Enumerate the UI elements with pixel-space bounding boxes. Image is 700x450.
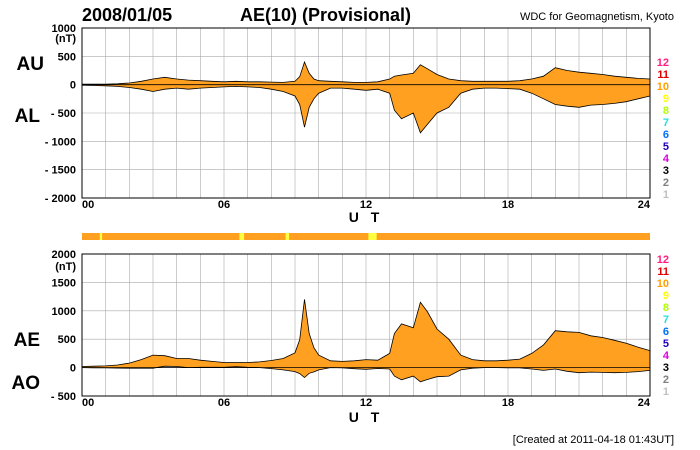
ae-ao-grid	[81, 253, 651, 397]
au-al-x-ticks: 00 06 12 18 24	[82, 199, 651, 211]
station-count-label: 11	[657, 69, 669, 81]
x-tick-label: 18	[502, 397, 514, 409]
status-bar-background	[82, 233, 650, 240]
au-al-x-axis-label: U T	[349, 209, 384, 225]
au-al-axes	[81, 27, 651, 199]
x-tick-label: 24	[638, 397, 651, 409]
station-count-label: 12	[657, 57, 669, 69]
x-tick-label: 00	[82, 397, 94, 409]
series-line-ae	[81, 299, 651, 367]
ae-ao-axes	[81, 253, 651, 397]
plot-frame	[81, 253, 651, 397]
filled-range-area	[82, 299, 650, 382]
chart-title: AE(10) (Provisional)	[240, 5, 411, 25]
status-bar-highlights	[99, 233, 377, 240]
y-tick-label: - 500	[51, 391, 76, 403]
x-tick-label: 00	[82, 199, 94, 211]
station-count-label: 8	[663, 302, 669, 314]
series-line-au	[82, 60, 651, 85]
station-count-label: 1	[663, 386, 669, 398]
ae-label: AE	[14, 330, 40, 351]
station-count-label: 10	[657, 81, 669, 93]
station-count-label: 2	[663, 177, 669, 189]
au-al-y-ticks: 1000 500 0 - 500 - 1000 - 1500 - 2000	[45, 23, 76, 205]
x-tick-label: 12	[360, 199, 372, 211]
al-label: AL	[15, 106, 41, 127]
x-tick-label: 24	[638, 199, 651, 211]
y-tick-label: - 2000	[45, 193, 76, 205]
station-count-label: 7	[663, 117, 669, 129]
station-count-label: 3	[663, 165, 669, 177]
ae-ao-x-ticks: 00 06 12 18 24	[82, 397, 651, 409]
station-count-label: 10	[657, 278, 669, 290]
y-tick-label: 1000	[52, 23, 76, 35]
ae-ao-unit: (nT)	[55, 261, 76, 273]
x-tick-label: 18	[502, 199, 514, 211]
plot-frame	[81, 27, 651, 199]
y-tick-label: 0	[70, 80, 76, 92]
y-tick-label: - 1000	[45, 136, 76, 148]
station-count-label: 1	[663, 189, 669, 201]
ae-ao-x-axis-label: U T	[349, 409, 384, 425]
data-status-bar	[82, 233, 650, 240]
status-highlight	[368, 233, 377, 240]
station-count-label: 3	[663, 362, 669, 374]
y-tick-label: 1500	[52, 277, 76, 289]
station-count-label: 8	[663, 105, 669, 117]
au-al-area	[81, 60, 651, 134]
series-line-al	[81, 84, 651, 134]
ao-label: AO	[12, 373, 41, 394]
y-tick-label: 1000	[52, 306, 76, 318]
ae-ao-panel: 2000 1500 1000 500 0 - 500 00 06 12 18 24 AE AO (…	[12, 249, 651, 425]
au-al-grid	[81, 27, 651, 199]
au-label: AU	[17, 54, 44, 75]
y-tick-label: 500	[58, 334, 76, 346]
x-tick-label: 06	[218, 199, 230, 211]
station-count-label: 2	[663, 374, 669, 386]
station-count-label: 4	[663, 350, 670, 362]
ae-ao-y-ticks: 2000 1500 1000 500 0 - 500	[51, 249, 76, 403]
au-al-panel: 1000 500 0 - 500 - 1000 - 1500 - 2000 00 06 12 18…	[15, 23, 651, 225]
chart-date: 2008/01/05	[82, 5, 172, 25]
status-highlight	[285, 233, 290, 240]
y-tick-label: 2000	[52, 249, 76, 261]
station-count-label: 5	[663, 141, 669, 153]
created-timestamp: [Created at 2011-04-18 01:43UT]	[513, 434, 674, 446]
station-count-label: 9	[663, 290, 669, 302]
y-tick-label: - 500	[51, 108, 76, 120]
status-highlight	[99, 233, 103, 240]
station-count-label: 12	[657, 254, 669, 266]
station-count-label: 6	[663, 129, 669, 141]
station-count-label: 6	[663, 326, 669, 338]
station-count-label: 11	[657, 266, 669, 278]
status-highlight	[239, 233, 245, 240]
x-tick-label: 06	[218, 397, 230, 409]
station-count-label: 7	[663, 314, 669, 326]
station-count-label: 5	[663, 338, 669, 350]
au-al-unit: (nT)	[55, 33, 76, 45]
y-tick-label: 0	[70, 363, 76, 375]
station-count-label: 4	[663, 153, 670, 165]
x-tick-label: 12	[360, 397, 372, 409]
data-source: WDC for Geomagnetism, Kyoto	[520, 11, 674, 23]
y-tick-label: - 1500	[45, 165, 76, 177]
station-count-label: 9	[663, 93, 669, 105]
y-tick-label: 500	[58, 51, 76, 63]
